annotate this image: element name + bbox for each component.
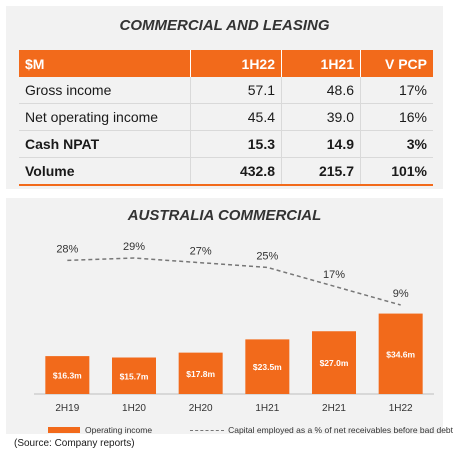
bar-value-label: $15.7m [120, 371, 149, 381]
bar-value-label: $23.5m [253, 362, 282, 372]
operating-income-bar [178, 352, 223, 394]
cell-1h21: 14.9 [281, 130, 361, 158]
cell-vpcp: 16% [360, 103, 433, 131]
cell-vpcp: 101% [360, 157, 433, 186]
x-tick-label: 1H22 [389, 403, 413, 414]
line-value-label: 29% [123, 241, 145, 253]
x-tick-label: 1H21 [255, 403, 279, 414]
legend-line-swatch [190, 429, 225, 431]
operating-income-bar [45, 356, 90, 394]
australia-commercial-panel: AUSTRALIA COMMERCIAL [6, 198, 443, 434]
source-note: (Source: Company reports) [14, 438, 135, 449]
table-row: Net operating income 45.4 39.0 16% [19, 103, 433, 131]
table-header-row: $M 1H22 1H21 V PCP [19, 50, 433, 77]
legend-bar-label: Operating income [85, 425, 153, 435]
chart-title: AUSTRALIA COMMERCIAL [127, 207, 322, 224]
metrics-table: $M 1H22 1H21 V PCP Gross income 57.1 48.… [19, 50, 433, 186]
cell-1h21: 48.6 [281, 77, 361, 104]
table-row: Cash NPAT 15.3 14.9 3% [19, 130, 433, 158]
chart-legend: Operating income Capital employed as a %… [48, 425, 453, 435]
capital-employed-line [67, 257, 401, 306]
header-cell: $M [19, 50, 191, 77]
row-label: Net operating income [19, 103, 191, 131]
line-value-label: 25% [256, 250, 278, 262]
cell-vpcp: 3% [360, 130, 433, 158]
header-cell: 1H22 [190, 50, 282, 77]
x-tick-label: 1H20 [122, 403, 146, 414]
commercial-leasing-panel: COMMERCIAL AND LEASING $M 1H22 1H21 V PC… [6, 6, 443, 189]
bar-value-label: $17.8m [186, 369, 215, 379]
x-tick-label: 2H19 [55, 403, 79, 414]
operating-income-bar [378, 313, 423, 394]
cell-1h22: 45.4 [190, 103, 282, 131]
row-label: Volume [19, 157, 191, 186]
cell-1h22: 432.8 [190, 157, 282, 186]
row-label: Gross income [19, 77, 191, 104]
legend-bar-swatch [48, 427, 80, 433]
cell-1h21: 215.7 [281, 157, 361, 186]
row-label: Cash NPAT [19, 130, 191, 158]
line-value-label: 28% [56, 243, 78, 255]
operating-income-bar [112, 357, 156, 394]
x-tick-label: 2H20 [189, 403, 213, 414]
line-value-label: 27% [190, 246, 212, 258]
operating-income-bar [312, 331, 356, 394]
operating-income-bar [245, 339, 290, 394]
bar-value-label: $27.0m [320, 358, 349, 368]
legend-line-label: Capital employed as a % of net receivabl… [228, 425, 454, 435]
header-cell: 1H21 [281, 50, 361, 77]
line-value-label: 17% [323, 269, 345, 281]
table-row: Gross income 57.1 48.6 17% [19, 77, 433, 104]
table-row: Volume 432.8 215.7 101% [19, 157, 433, 186]
cell-1h22: 57.1 [190, 77, 282, 104]
table-title: COMMERCIAL AND LEASING [119, 17, 330, 34]
bar-value-label: $34.6m [386, 349, 415, 359]
header-cell: V PCP [360, 50, 433, 77]
cell-1h21: 39.0 [281, 103, 361, 131]
cell-vpcp: 17% [360, 77, 433, 104]
line-value-label: 9% [393, 288, 409, 300]
x-tick-label: 2H21 [322, 403, 346, 414]
cell-1h22: 15.3 [190, 130, 282, 158]
bar-value-label: $16.3m [53, 371, 82, 381]
